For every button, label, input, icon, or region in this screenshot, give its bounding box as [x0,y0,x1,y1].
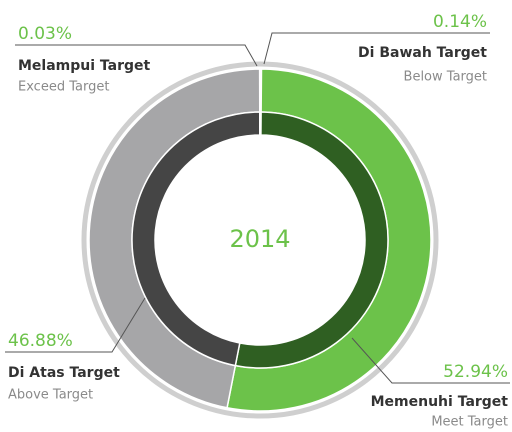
category-label: Di Bawah Target [358,45,487,61]
category-label: Memenuhi Target [371,394,509,410]
leader-line [15,44,258,67]
value-label: 0.14% [433,12,487,32]
slices [88,68,432,412]
value-label: 0.03% [18,24,72,44]
category-label: Di Atas Target [8,365,120,381]
value-label: 52.94% [443,362,508,382]
subcategory-label: Exceed Target [18,80,109,95]
labels: 0.14% Di Bawah Target Below Target 52.94% Me… [5,12,510,430]
leader-line [5,297,146,353]
category-label: Melampui Target [18,58,151,74]
subcategory-label: Above Target [8,388,93,403]
value-label: 46.88% [8,331,73,351]
leader-line [263,32,490,65]
outer-ring [81,61,439,419]
slice-inner [234,111,389,369]
leader-line [351,337,510,384]
subcategory-label: Below Target [404,70,487,85]
center-label: 2014 [229,225,290,253]
subcategory-label: Meet Target [431,415,508,430]
